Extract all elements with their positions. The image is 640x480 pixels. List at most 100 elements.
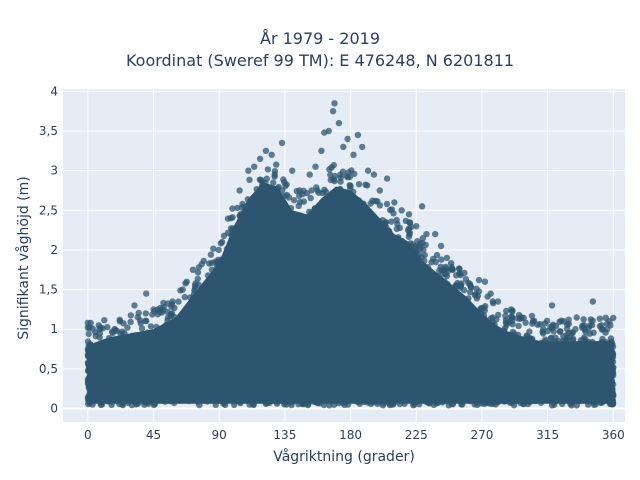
data-point: [224, 229, 232, 236]
data-point: [344, 395, 351, 403]
data-point: [364, 182, 371, 189]
data-point: [441, 278, 448, 285]
data-point: [264, 166, 272, 173]
outlier-point: [359, 143, 366, 151]
data-point: [470, 326, 478, 333]
outlier-point: [398, 207, 405, 214]
data-point: [258, 185, 265, 192]
data-point: [163, 344, 170, 351]
data-point: [418, 393, 426, 400]
data-point: [263, 175, 270, 182]
data-point: [487, 315, 495, 322]
data-point: [331, 206, 339, 213]
data-point: [511, 336, 518, 343]
data-point: [105, 356, 112, 364]
data-point: [540, 347, 548, 354]
data-point: [364, 390, 371, 397]
data-point: [311, 212, 319, 220]
data-point: [552, 396, 559, 403]
data-point: [185, 311, 192, 318]
data-point: [124, 335, 131, 342]
data-point: [365, 216, 373, 223]
data-point: [387, 206, 394, 214]
data-point: [464, 321, 471, 328]
data-point: [528, 312, 536, 320]
data-point: [562, 337, 569, 344]
data-point: [290, 197, 298, 204]
data-point: [509, 321, 516, 328]
data-point: [231, 401, 238, 408]
data-point: [489, 298, 496, 305]
data-point: [468, 318, 476, 326]
data-point: [231, 249, 238, 256]
data-point: [530, 360, 538, 367]
data-point: [111, 393, 119, 401]
outlier-point: [432, 230, 439, 238]
outlier-point: [560, 318, 567, 325]
data-point: [537, 391, 544, 398]
data-point: [602, 329, 609, 336]
data-point: [273, 161, 280, 168]
data-point: [326, 402, 333, 409]
data-point: [144, 329, 151, 336]
data-point: [209, 293, 216, 300]
data-point: [292, 212, 299, 219]
data-point: [415, 243, 423, 250]
data-point: [523, 333, 530, 340]
data-point: [285, 225, 292, 232]
data-point: [106, 334, 113, 342]
data-point: [280, 176, 287, 183]
data-point: [206, 281, 213, 288]
data-point: [181, 293, 188, 301]
outlier-point: [376, 187, 383, 194]
data-point: [383, 200, 391, 208]
data-point: [117, 330, 124, 337]
data-point: [306, 208, 313, 215]
data-point: [130, 335, 137, 343]
data-point: [97, 399, 104, 406]
outlier-point: [227, 215, 235, 222]
data-point: [591, 401, 598, 408]
data-point: [386, 390, 394, 397]
outlier-point: [481, 278, 489, 285]
x-tick-label: 180: [339, 428, 362, 442]
data-point: [112, 353, 119, 361]
data-point: [327, 196, 334, 203]
data-point: [355, 181, 363, 188]
data-point: [149, 311, 156, 318]
data-point: [277, 198, 284, 205]
outlier-point: [344, 135, 351, 143]
data-point: [182, 280, 189, 287]
y-tick-label: 0: [50, 402, 58, 416]
data-point: [596, 315, 603, 322]
data-point: [379, 217, 386, 224]
data-point: [120, 343, 127, 351]
data-point: [246, 394, 253, 401]
data-point: [101, 340, 109, 347]
x-tick-label: 315: [536, 428, 559, 442]
data-point: [487, 344, 494, 351]
data-point: [385, 227, 392, 234]
data-point: [108, 401, 115, 408]
data-point: [428, 258, 435, 266]
data-point: [105, 348, 112, 356]
data-point: [198, 287, 205, 295]
outlier-point: [325, 127, 332, 135]
data-point: [526, 353, 533, 360]
data-point: [404, 253, 411, 260]
outlier-point: [548, 302, 556, 309]
data-point: [580, 346, 587, 353]
outlier-point: [236, 187, 243, 194]
data-point: [580, 316, 587, 323]
data-point: [119, 358, 126, 365]
data-point: [307, 392, 315, 399]
data-point: [517, 391, 524, 399]
x-tick-label: 90: [212, 428, 227, 442]
data-point: [318, 396, 325, 403]
data-point: [451, 389, 459, 396]
outlier-point: [116, 318, 124, 325]
data-point: [86, 374, 94, 382]
data-point: [498, 342, 505, 350]
data-point: [157, 389, 165, 397]
data-point: [320, 401, 328, 409]
